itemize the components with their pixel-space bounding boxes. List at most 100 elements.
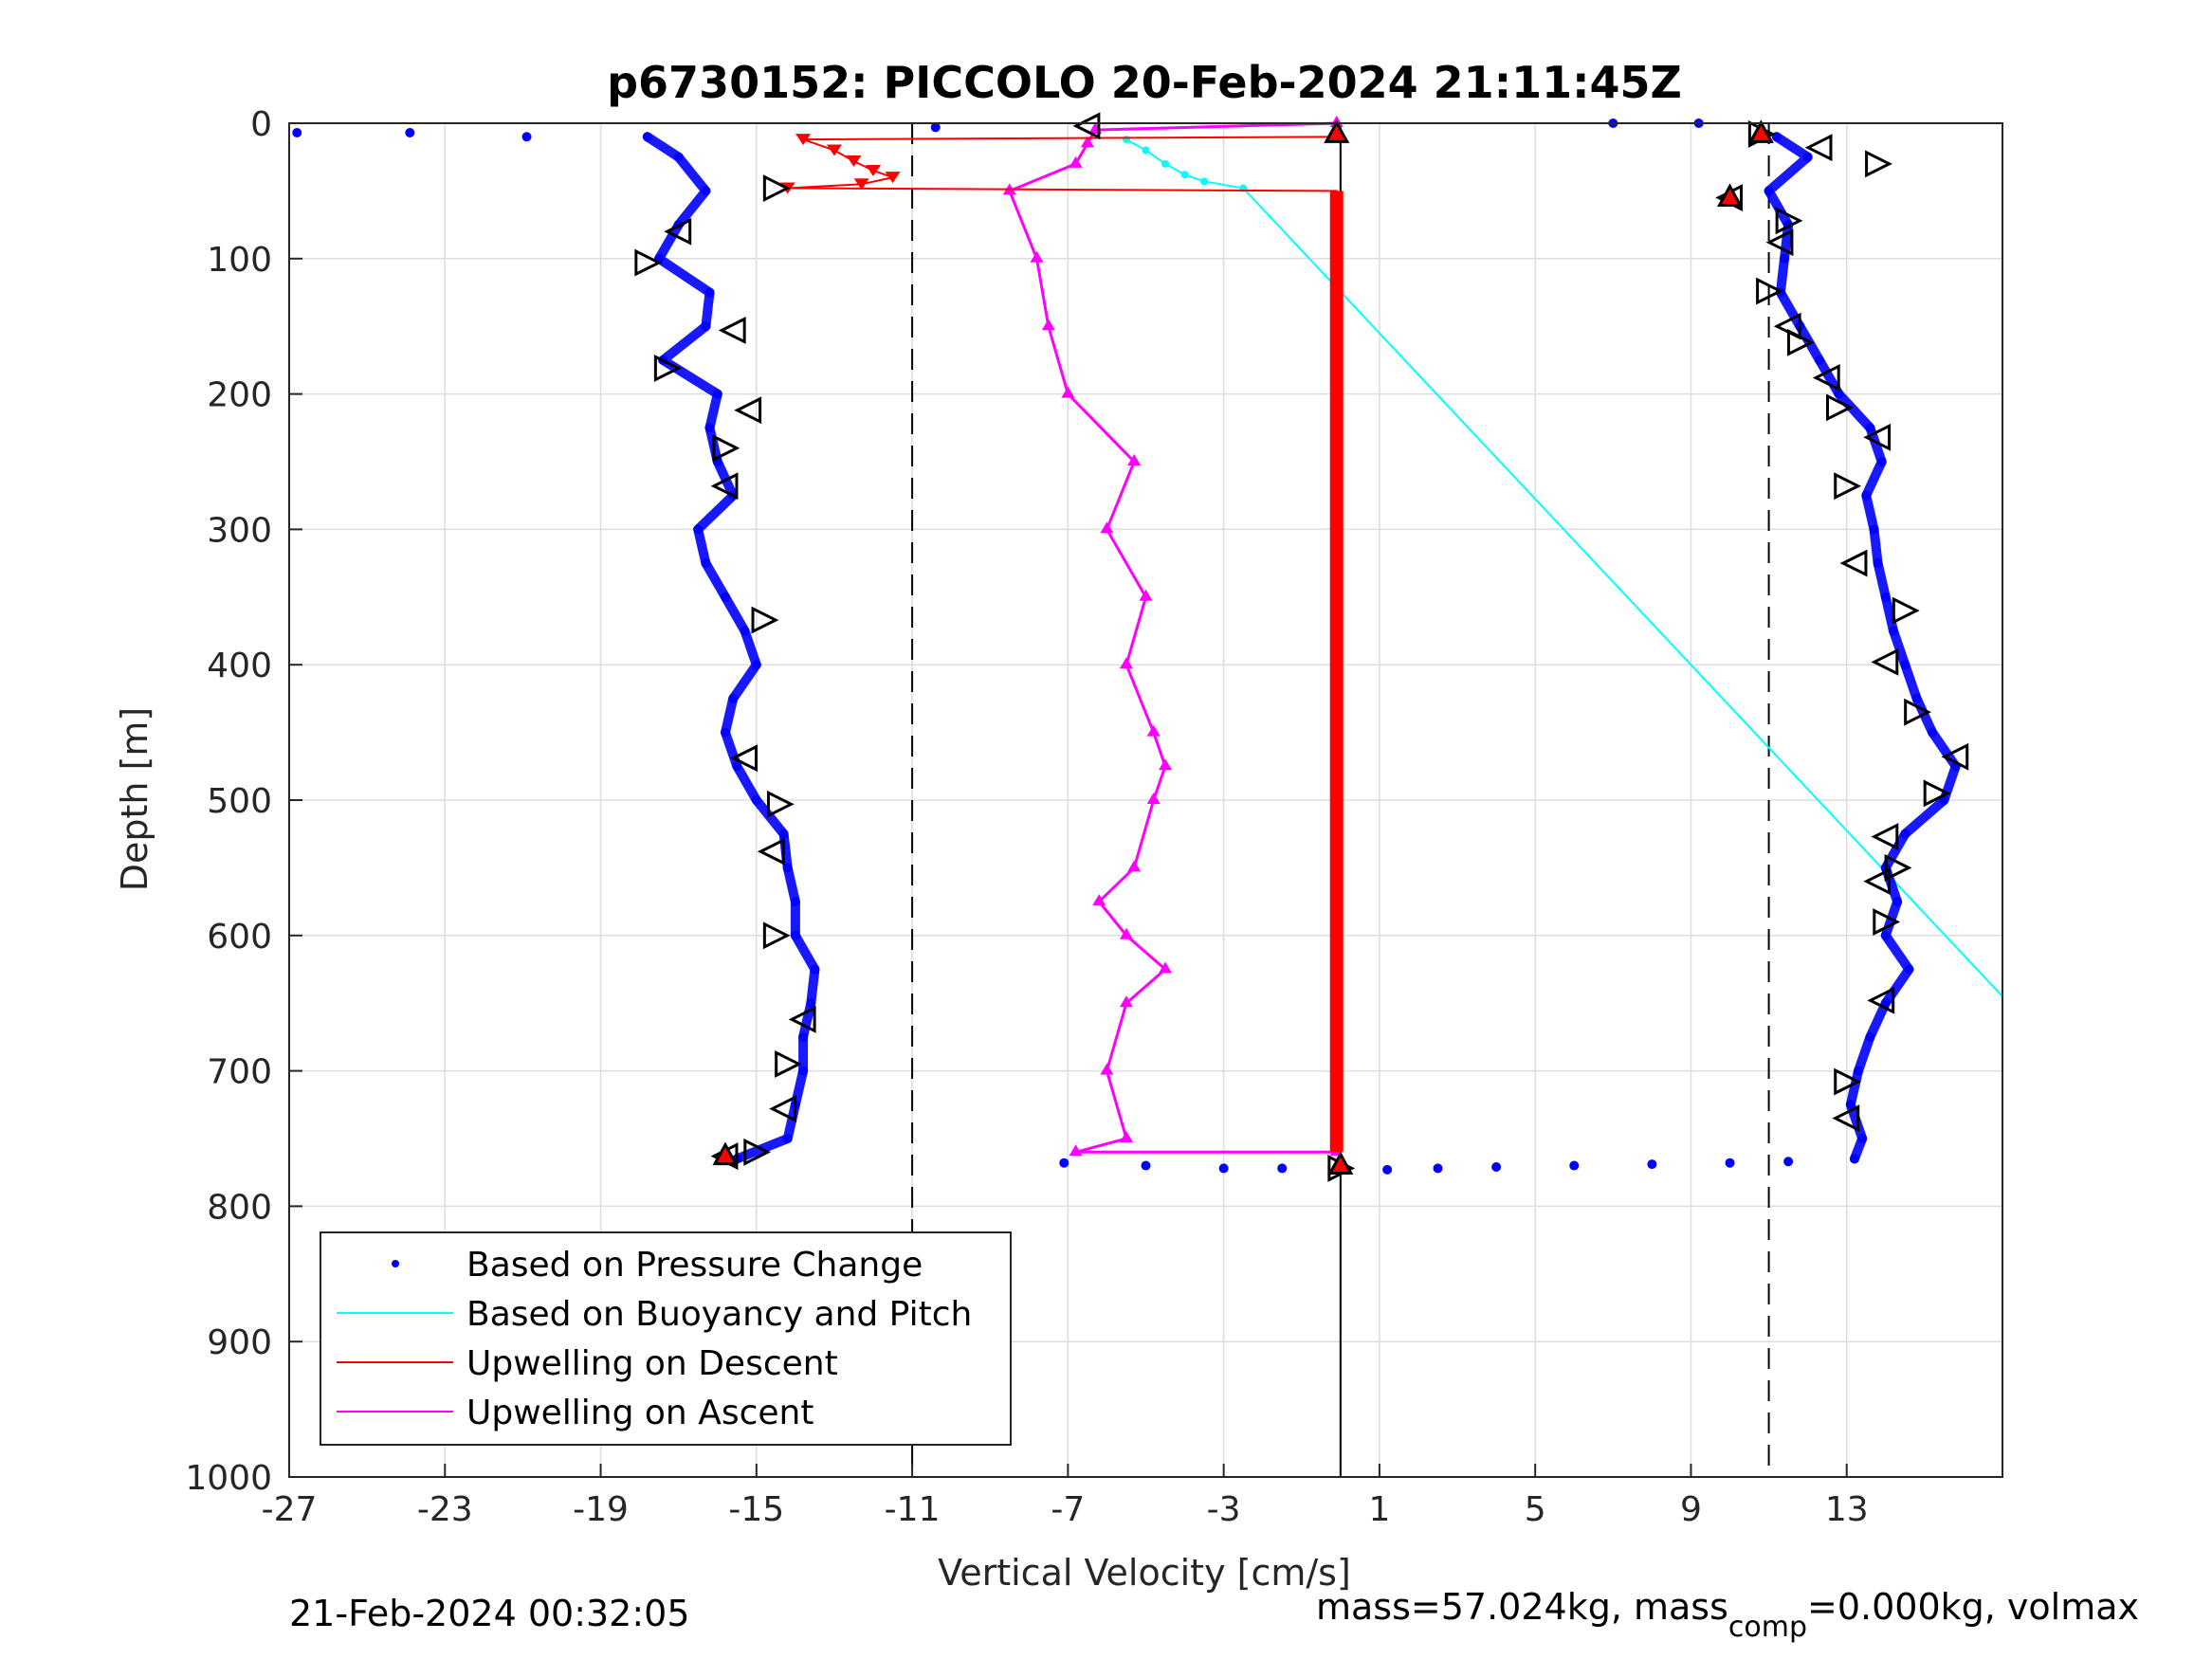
pressure-ascent-point [1876, 457, 1887, 466]
chart-title: p6730152: PICCOLO 20-Feb-2024 21:11:45Z [607, 57, 1682, 108]
ascent-upwelling-marker [1041, 319, 1055, 331]
pressure-descent-point [790, 930, 800, 940]
ascent-upwelling-marker [1127, 454, 1142, 465]
triangle-marker-right [1871, 823, 1899, 850]
triangle-marker-right [1839, 549, 1868, 577]
ascent-upwelling-marker [1069, 1144, 1083, 1157]
pressure-descent-point [642, 132, 652, 142]
triangle-marker-right [1834, 1067, 1862, 1096]
triangle-marker-right [1941, 742, 1969, 771]
legend-label-pressure: Based on Pressure Change [466, 1246, 923, 1285]
triangle-marker-left [730, 744, 758, 773]
pressure-descent-point [782, 863, 793, 873]
descent-upwelling-marker [826, 144, 842, 156]
pressure-descent-point [704, 287, 715, 298]
x-tick-label: -15 [728, 1490, 784, 1529]
highlight-triangle-marker [1324, 119, 1350, 143]
y-axis-label: Depth [m] [114, 707, 155, 892]
pressure-ascent-point [1854, 1066, 1864, 1076]
triangle-marker-right [1786, 328, 1815, 356]
pressure-ascent-point [1904, 964, 1914, 975]
legend-label-descent: Upwelling on Descent [466, 1344, 838, 1383]
x-axis-label: Vertical Velocity [cm/s] [938, 1552, 1351, 1594]
pressure-ascent-trace [1764, 132, 1961, 1164]
ascent-upwelling-marker [1127, 860, 1142, 872]
footer-mass-text: mass=57.024kg, mass [1316, 1586, 1728, 1628]
pressure-ascent-point [1802, 152, 1813, 162]
x-tick-label: 1 [1368, 1490, 1390, 1529]
x-tick-label: -7 [1051, 1490, 1085, 1529]
pressure-descent-point [732, 761, 742, 772]
triangle-marker-right [1812, 364, 1840, 392]
pressure-descent-point [712, 389, 722, 399]
pressure-extra-point [1491, 1161, 1502, 1172]
triangle-marker-right [1892, 596, 1920, 625]
pressure-ascent-point [1857, 1134, 1868, 1143]
axis-ticks: -27 -23 -19 -15 -11 -7 -3 1 5 9 13 0 100 200 300 400 500… [185, 105, 1868, 1529]
highlight-triangle-marker [712, 1141, 739, 1166]
pressure-descent-point [701, 558, 711, 569]
buoyancy-point [1122, 136, 1130, 144]
x-tick-label: -27 [262, 1490, 318, 1529]
descent-upwelling-marker [795, 134, 812, 146]
triangle-marker-right [1775, 207, 1803, 235]
descent-upwelling-marker [846, 155, 862, 167]
triangle-marker-left [788, 1005, 816, 1033]
ascent-upwelling-marker [1061, 386, 1075, 398]
triangle-marker-left [710, 472, 739, 501]
pressure-descent-point [798, 1031, 809, 1042]
triangle-marker-left [664, 217, 692, 246]
y-tick-label: 400 [207, 647, 272, 685]
buoyancy-point [1161, 159, 1170, 168]
y-tick-label: 500 [207, 782, 272, 821]
triangle-marker-right [1884, 853, 1912, 882]
legend-marker-pressure [392, 1260, 399, 1267]
ascent-upwelling-marker [1159, 758, 1173, 771]
triangle-marker-left [743, 1138, 772, 1166]
footer-mass-info: mass=57.024kg, masscomp=0.000kg, volmax [1316, 1586, 2139, 1644]
highlight-triangle-marker [1327, 1151, 1354, 1176]
legend: Based on Pressure Change Based on Buoyan… [320, 1231, 1012, 1446]
pressure-extra-point [521, 132, 532, 142]
pressure-descent-point [778, 829, 789, 839]
footer-timestamp: 21-Feb-2024 00:32:05 [289, 1593, 690, 1634]
pressure-descent-point [798, 1066, 809, 1076]
ascent-upwelling-marker [1119, 927, 1133, 939]
pressure-descent-point [740, 626, 750, 636]
pressure-extra-point [1141, 1160, 1151, 1171]
triangle-marker-right [1765, 228, 1794, 257]
ascent-upwelling-marker [1119, 995, 1133, 1008]
ascent-upwelling-marker [1139, 589, 1153, 601]
descent-upwelling-marker [885, 172, 901, 184]
pressure-descent-point [751, 660, 761, 670]
triangle-marker-left [775, 1050, 803, 1078]
pressure-ascent-point [1834, 389, 1844, 399]
pressure-descent-point [728, 693, 739, 703]
triangle-marker-right [1826, 393, 1854, 422]
triangle-marker-left [653, 355, 682, 382]
triangle-marker-right [1865, 150, 1892, 178]
pressure-extra-point [1059, 1158, 1069, 1168]
pressure-descent-point [704, 423, 715, 433]
buoyancy-point [1200, 177, 1209, 186]
y-tick-label: 800 [207, 1188, 272, 1227]
series-ascent-upwelling-line [1007, 121, 1337, 1154]
triangle-marker-left [751, 606, 779, 634]
y-tick-label: 200 [207, 376, 272, 415]
ascent-upwelling-marker [1119, 1131, 1133, 1142]
y-tick-label: 0 [250, 105, 272, 144]
ascent-upwelling-marker [1100, 521, 1114, 534]
pressure-extra-point [1783, 1157, 1794, 1167]
pressure-extra-point [930, 122, 941, 133]
triangle-marker-right [1863, 867, 1892, 896]
triangle-marker-right [1904, 698, 1932, 726]
pressure-extra-point [1569, 1160, 1580, 1171]
triangle-marker-right [1871, 647, 1899, 676]
x-tick-label: -19 [573, 1490, 629, 1529]
triangle-marker-right [1834, 472, 1862, 501]
pressure-descent-point [806, 998, 816, 1009]
triangle-marker-left [766, 790, 795, 818]
triangle-marker-left [718, 317, 746, 344]
ascent-upwelling-marker [1080, 136, 1094, 148]
y-tick-label: 900 [207, 1323, 272, 1362]
